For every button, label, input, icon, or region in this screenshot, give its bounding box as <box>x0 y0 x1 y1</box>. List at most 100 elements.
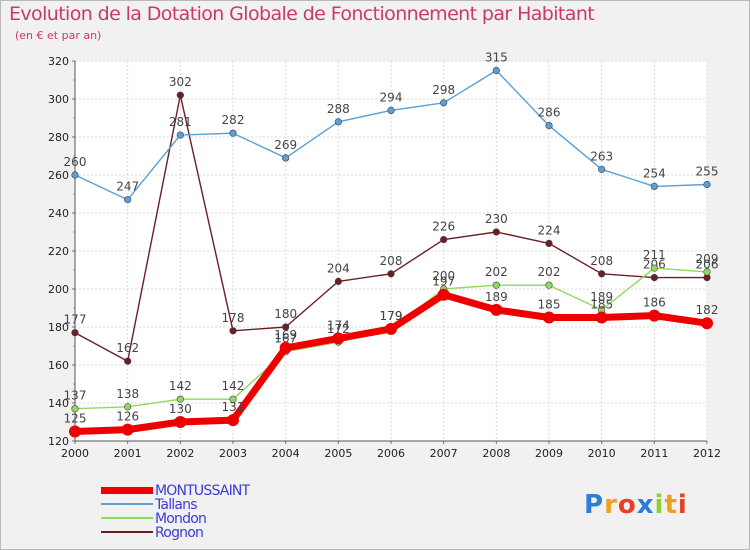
data-label-mondon: 202 <box>485 265 508 279</box>
data-label-montussaint: 125 <box>64 412 87 426</box>
data-point-montussaint <box>385 322 397 335</box>
data-label-tallans: 260 <box>64 155 87 169</box>
data-point-tallans <box>229 129 237 137</box>
data-point-rognon <box>387 270 395 278</box>
legend-label: Tallans <box>155 497 198 513</box>
data-label-rognon: 208 <box>590 254 613 268</box>
data-label-tallans: 286 <box>538 106 561 120</box>
data-label-tallans: 294 <box>380 90 403 104</box>
data-label-rognon: 206 <box>696 258 719 272</box>
data-label-montussaint: 126 <box>116 410 139 424</box>
x-tick-label: 2006 <box>377 447 405 460</box>
x-tick-label: 2008 <box>482 447 510 460</box>
data-point-mondon <box>545 281 553 289</box>
data-point-rognon <box>334 277 342 286</box>
data-label-tallans: 247 <box>116 180 139 194</box>
legend-label: Rognon <box>155 525 204 541</box>
data-label-montussaint: 169 <box>274 328 297 342</box>
y-tick-label: 260 <box>48 169 69 182</box>
data-label-mondon: 189 <box>590 290 613 304</box>
data-point-tallans <box>598 165 606 173</box>
series-rognon: 177162302178180204208226230224208206206 <box>64 75 719 365</box>
data-label-tallans: 288 <box>327 102 350 116</box>
data-label-mondon: 211 <box>643 248 666 262</box>
grid-layer <box>74 60 708 442</box>
data-label-montussaint: 130 <box>169 402 192 416</box>
axis-layer: 120 140 160 180 200 220 240 260 280 300 320 2000 200… <box>48 55 721 460</box>
x-tick-label: 2000 <box>61 447 89 460</box>
data-label-tallans: 282 <box>222 113 245 127</box>
data-point-rognon <box>124 357 132 365</box>
data-label-tallans: 281 <box>169 115 192 129</box>
data-label-rognon: 178 <box>222 311 245 325</box>
data-point-rognon <box>650 274 658 282</box>
data-point-montussaint <box>701 317 713 330</box>
chart-subtitle: (en € et par an) <box>15 29 102 42</box>
data-point-tallans <box>650 182 658 190</box>
x-tick-label: 2005 <box>324 447 352 460</box>
y-tick-label: 220 <box>48 245 69 258</box>
data-point-mondon <box>71 405 79 413</box>
legend-swatch <box>101 517 153 519</box>
data-point-montussaint <box>332 332 345 345</box>
data-point-montussaint <box>121 423 134 436</box>
data-label-mondon: 172 <box>327 322 350 336</box>
data-point-tallans <box>545 121 553 130</box>
data-label-tallans: 254 <box>643 166 666 180</box>
x-tick-label: 2009 <box>535 447 563 460</box>
chart-title: Evolution de la Dotation Globale de Fonc… <box>9 3 595 25</box>
legend-label: MONTUSSAINT <box>155 483 250 499</box>
data-label-rognon: 302 <box>169 75 192 89</box>
legend-label: Mondon <box>155 511 207 527</box>
x-tick-label: 2010 <box>588 447 616 460</box>
data-label-rognon: 230 <box>485 212 508 226</box>
data-point-montussaint <box>227 414 239 427</box>
data-point-tallans <box>282 154 290 162</box>
y-tick-label: 160 <box>48 359 69 372</box>
legend-swatch <box>101 486 153 494</box>
data-point-mondon <box>492 281 500 289</box>
data-point-rognon <box>598 270 606 278</box>
data-point-montussaint <box>69 425 81 438</box>
data-point-montussaint <box>543 311 555 324</box>
data-label-montussaint: 174 <box>327 318 350 332</box>
data-label-mondon: 142 <box>222 379 245 393</box>
y-tick-label: 280 <box>48 131 69 144</box>
data-label-mondon: 142 <box>169 379 192 393</box>
logo-letter: P <box>584 490 605 520</box>
data-point-mondon <box>650 264 658 272</box>
y-tick-label: 300 <box>48 93 69 106</box>
data-point-montussaint <box>174 416 187 428</box>
data-label-mondon: 179 <box>380 309 403 323</box>
y-tick-label: 240 <box>48 207 69 220</box>
data-point-tallans <box>71 171 79 179</box>
data-point-rognon <box>492 228 500 236</box>
data-label-rognon: 224 <box>538 223 561 237</box>
x-tick-label: 2011 <box>640 447 668 460</box>
data-label-tallans: 269 <box>274 138 297 152</box>
data-label-mondon: 138 <box>116 387 139 401</box>
y-tick-label: 140 <box>48 397 69 410</box>
data-point-rognon <box>176 91 184 99</box>
data-label-rognon: 226 <box>432 220 455 234</box>
data-label-montussaint: 186 <box>643 296 666 310</box>
x-tick-label: 2003 <box>219 447 247 460</box>
y-tick-label: 180 <box>48 321 69 334</box>
data-label-montussaint: 185 <box>590 298 613 312</box>
data-label-montussaint: 197 <box>432 275 455 289</box>
legend-swatch <box>101 531 153 533</box>
data-point-mondon <box>703 268 711 276</box>
y-tick-label: 120 <box>48 435 69 448</box>
data-point-mondon <box>229 395 237 403</box>
data-label-rognon: 177 <box>64 313 87 327</box>
x-tick-label: 2007 <box>430 447 458 460</box>
data-point-tallans <box>334 118 342 126</box>
data-point-tallans <box>440 99 448 107</box>
data-point-montussaint <box>595 311 608 324</box>
data-point-rognon <box>71 329 79 337</box>
data-point-mondon <box>176 395 184 403</box>
x-tick-label: 2002 <box>166 447 194 460</box>
data-point-montussaint <box>437 288 450 301</box>
